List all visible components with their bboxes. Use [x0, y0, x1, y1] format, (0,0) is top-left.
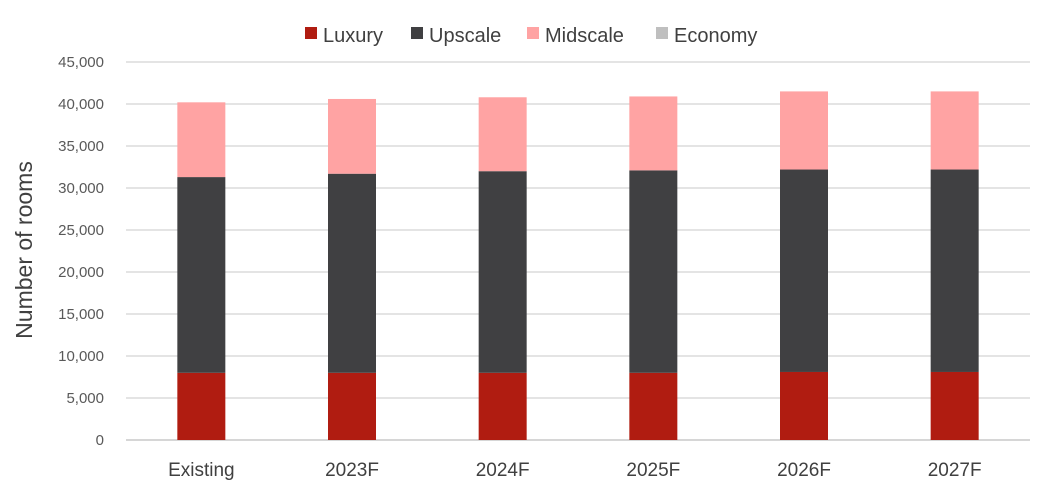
bar-luxury-existing — [177, 372, 226, 440]
legend-swatch-economy — [656, 27, 668, 39]
bar-upscale-2027f — [930, 169, 979, 372]
bar-midscale-2023f — [328, 98, 376, 174]
x-category-label: 2025F — [626, 460, 680, 481]
bar-upscale-existing — [177, 177, 226, 373]
gridlines — [126, 61, 1030, 441]
bar-upscale-2024f — [478, 171, 527, 373]
y-tick-label: 0 — [96, 432, 104, 449]
legend-swatch-luxury — [305, 27, 317, 39]
bar-luxury-2023f — [328, 372, 376, 440]
bar-midscale-2027f — [930, 91, 979, 170]
legend: Luxury Upscale Midscale Economy — [305, 25, 757, 47]
legend-swatch-upscale — [411, 27, 423, 39]
y-tick-label: 25,000 — [58, 222, 104, 239]
bar-midscale-existing — [177, 102, 226, 178]
bar-upscale-2023f — [328, 173, 376, 373]
bar-luxury-2024f — [478, 372, 527, 440]
legend-label-midscale: Midscale — [545, 25, 624, 47]
x-category-label: 2027F — [928, 460, 982, 481]
bar-luxury-2025f — [629, 372, 678, 440]
bar-midscale-2024f — [478, 97, 527, 172]
y-tick-label: 30,000 — [58, 180, 104, 197]
y-tick-label: 45,000 — [58, 54, 104, 71]
bar-luxury-2027f — [930, 371, 979, 440]
x-category-label: 2026F — [777, 460, 831, 481]
y-axis-ticks: 0 5,000 10,000 15,000 20,000 25,000 30,000 35,0… — [58, 54, 104, 449]
y-tick-label: 35,000 — [58, 138, 104, 155]
y-tick-label: 5,000 — [66, 390, 104, 407]
legend-label-upscale: Upscale — [429, 25, 501, 47]
legend-swatch-midscale — [527, 27, 539, 39]
y-tick-label: 40,000 — [58, 96, 104, 113]
x-category-label: 2024F — [476, 460, 530, 481]
legend-label-luxury: Luxury — [323, 25, 383, 47]
bars — [177, 91, 979, 440]
bar-upscale-2026f — [780, 169, 828, 372]
x-category-label: 2023F — [325, 460, 379, 481]
x-axis-categories: Existing 2023F 2024F 2025F 2026F 2027F — [168, 460, 982, 481]
y-tick-label: 10,000 — [58, 348, 104, 365]
y-tick-label: 20,000 — [58, 264, 104, 281]
bar-luxury-2026f — [780, 371, 828, 440]
x-category-label: Existing — [168, 460, 235, 481]
bar-midscale-2025f — [629, 96, 678, 171]
y-tick-label: 15,000 — [58, 306, 104, 323]
bar-upscale-2025f — [629, 170, 678, 373]
y-axis-title: Number of rooms — [11, 161, 37, 339]
legend-label-economy: Economy — [674, 25, 757, 47]
bar-midscale-2026f — [780, 91, 828, 170]
